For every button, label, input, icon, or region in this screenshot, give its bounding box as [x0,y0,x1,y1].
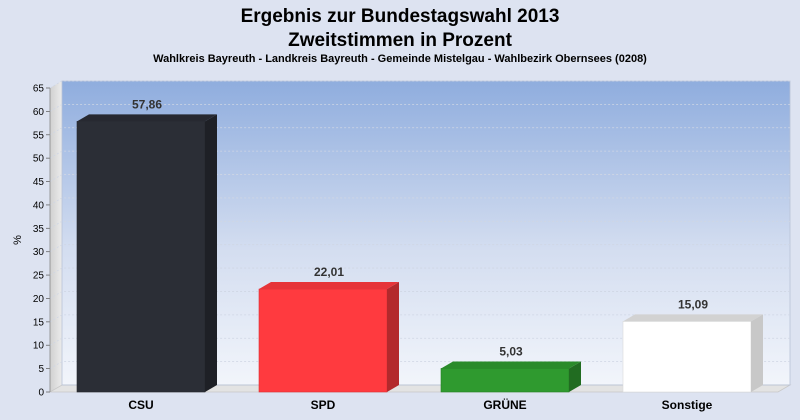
bar-top [77,114,217,122]
y-tick-label: 15 [33,317,45,328]
bar-side [751,314,763,392]
grid-line [49,244,790,253]
y-tick-label: 65 [33,84,45,95]
grid-line [49,103,790,112]
bar-top [441,361,581,369]
y-tick-label: 45 [33,177,45,188]
grid-line [49,361,790,369]
grid-line [49,267,790,276]
y-tick-label: 60 [33,107,45,118]
grid-line [49,197,790,206]
grid-line [49,150,790,159]
bar-spd: 22,01 [258,265,399,393]
bar-csu: 57,86 [76,97,217,393]
bar-side [205,114,217,392]
grid-lines [49,80,790,369]
y-tick-label: 50 [33,154,45,165]
bar-gr-ne: 5,03 [440,344,581,393]
x-tick-label: CSU [128,398,153,412]
bar-top [259,282,399,290]
y-axis-label: % [12,235,24,245]
bar-front [76,121,206,393]
bar-value-label: 5,03 [499,344,523,358]
bar-value-label: 57,86 [132,97,162,111]
y-tick-label: 30 [33,247,45,258]
bar-side [569,361,581,392]
bar-front [258,288,388,393]
grid-line [49,174,790,182]
grid-line [49,314,790,323]
y-tick-label: 55 [33,130,45,141]
chart-title-line2: Zweitstimmen in Prozent [288,30,512,51]
x-tick-label: Sonstige [662,398,713,412]
y-axis: 0 5 10 15 20 25 30 35 40 45 50 55 60 65% [12,84,51,399]
grid-line [49,80,790,89]
x-tick-label: SPD [311,398,336,412]
x-axis: CSU SPD GRÜNE Sonstige [128,397,712,412]
bar-sonstige: 15,09 [622,297,763,393]
bar-value-label: 22,01 [314,265,344,279]
y-tick-label: 40 [33,200,45,211]
y-tick-label: 35 [33,224,45,235]
y-tick-label: 5 [38,364,44,375]
plot-side-wall [50,81,62,392]
x-tick-label: GRÜNE [483,397,526,412]
grid-line [49,291,790,299]
y-tick-label: 0 [38,388,44,399]
bar-front [622,321,752,393]
bars: 57,86 22,01 5,03 15,09 [76,97,763,393]
grid-line [49,220,790,229]
bar-front [440,368,570,393]
bar-value-label: 15,09 [678,297,708,311]
grid-line [49,337,790,346]
y-tick-label: 10 [33,341,45,352]
chart-subtitle: Wahlkreis Bayreuth - Landkreis Bayreuth … [153,53,647,65]
bar-side [387,282,399,392]
grid-line [49,127,790,136]
y-tick-label: 20 [33,294,45,305]
chart-title: Ergebnis zur Bundestagswahl 2013 [240,6,560,27]
bar-top [623,314,763,322]
y-tick-label: 25 [33,271,45,282]
